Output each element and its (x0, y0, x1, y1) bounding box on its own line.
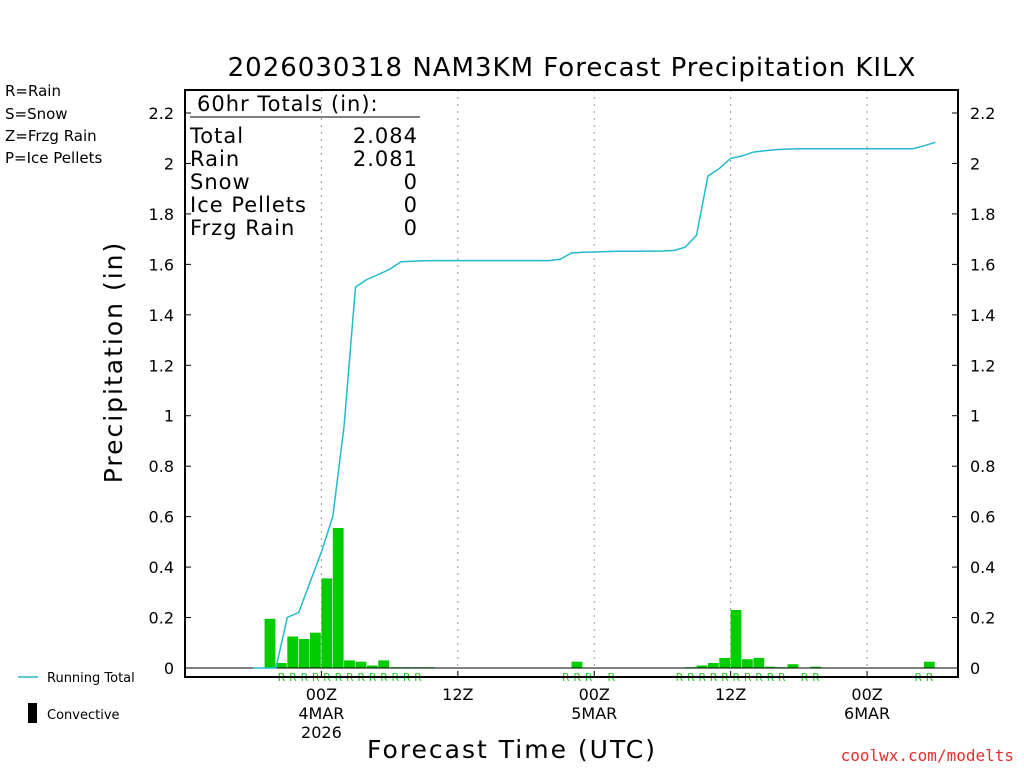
precip-bar (764, 666, 776, 668)
precip-bar (753, 657, 765, 668)
y-tick-label: 2 (164, 154, 174, 173)
chart-title: 2026030318 NAM3KM Forecast Precipitation… (228, 53, 917, 83)
precip-bar (332, 528, 344, 668)
convective-legend-label: Convective (47, 708, 120, 723)
x-tick-label: 00Z (306, 685, 337, 704)
totals-rain-value: 2.081 (353, 147, 418, 171)
hourly-precip-bars (264, 528, 935, 669)
y-tick-label-right: 1.8 (970, 205, 995, 224)
totals-snow-label: Snow (190, 170, 251, 194)
precip-bar (321, 578, 333, 668)
precip-bar (344, 660, 355, 668)
legend-ice-pellets: P=Ice Pellets (5, 149, 102, 167)
x-tick-label: 2026 (301, 723, 342, 742)
y-tick-label-right: 1.4 (970, 306, 995, 325)
totals-header: 60hr Totals (in): (197, 92, 379, 116)
series-legend: Running Total Convective (18, 671, 135, 723)
precip-bar (264, 618, 276, 668)
x-tick-label: 6MAR (844, 704, 890, 723)
x-tick-label: 4MAR (298, 704, 344, 723)
totals-frzg-rain-label: Frzg Rain (190, 216, 295, 240)
y-tick-label-right: 2.2 (970, 104, 995, 123)
running-total-legend-label: Running Total (47, 671, 135, 686)
x-tick-label: 12Z (715, 685, 746, 704)
y-tick-label-right: 0.6 (970, 508, 995, 527)
totals-total-label: Total (189, 124, 244, 148)
x-tick-label: 00Z (579, 685, 610, 704)
x-tick-label: 12Z (442, 685, 473, 704)
precip-bar (719, 657, 731, 668)
y-tick-label: 1.4 (149, 306, 174, 325)
y-tick-label-right: 0 (970, 659, 980, 678)
totals-box: 60hr Totals (in): Total 2.084 Rain 2.081… (189, 92, 420, 240)
y-tick-label: 0 (164, 659, 174, 678)
precip-bar (310, 632, 321, 668)
y-tick-label-right: 2 (970, 154, 980, 173)
legend-rain: R=Rain (5, 82, 61, 100)
legend-snow: S=Snow (5, 105, 68, 123)
legend-freezing-rain: Z=Frzg Rain (5, 127, 97, 145)
y-tick-label: 1 (164, 407, 174, 426)
y-tick-label: 1.8 (149, 205, 174, 224)
y-tick-label-right: 0.8 (970, 457, 995, 476)
precip-bar (923, 661, 935, 668)
precip-bar (810, 666, 821, 668)
y-tick-label: 1.2 (149, 356, 174, 375)
totals-total-value: 2.084 (353, 124, 418, 148)
precip-bar (355, 661, 367, 668)
running-total-line (253, 141, 936, 669)
precip-bar (378, 660, 390, 668)
y-axis-ticks: 0 00.2 0.20.4 0.40.6 0.60.8 0.81 11.2 1.21.4 1.4… (149, 104, 996, 678)
y-tick-label-right: 0.2 (970, 609, 995, 628)
precip-bar (742, 659, 753, 668)
totals-ice-pellets-value: 0 (404, 193, 418, 217)
y-tick-label-right: 1.2 (970, 356, 995, 375)
y-axis-label: Precipitation (in) (99, 241, 128, 484)
y-tick-label: 0.8 (149, 457, 174, 476)
y-tick-label-right: 1.6 (970, 255, 995, 274)
y-tick-label: 0.2 (149, 609, 174, 628)
totals-ice-pellets-label: Ice Pellets (190, 193, 307, 217)
precip-bar (707, 663, 719, 668)
totals-rain-label: Rain (190, 147, 240, 171)
totals-snow-value: 0 (404, 170, 418, 194)
y-tick-label: 0.6 (149, 508, 174, 527)
precip-bar (287, 636, 299, 668)
plot-frame (184, 89, 959, 678)
site-credit: coolwx.com/modelts (841, 746, 1014, 765)
precip-bar (571, 661, 583, 668)
y-tick-label: 0.4 (149, 558, 174, 577)
precip-bar (787, 664, 799, 668)
precip-type-legend: R=Rain S=Snow Z=Frzg Rain P=Ice Pellets (5, 82, 102, 167)
y-tick-label-right: 1 (970, 407, 980, 426)
precip-bar (275, 663, 287, 668)
convective-legend-swatch (28, 703, 37, 723)
y-tick-label: 1.6 (149, 255, 174, 274)
precip-bar (298, 639, 310, 668)
x-axis-label: Forecast Time (UTC) (367, 735, 657, 764)
totals-frzg-rain-value: 0 (404, 216, 418, 240)
precip-bar (730, 610, 742, 668)
x-tick-label: 00Z (851, 685, 882, 704)
y-tick-label: 2.2 (149, 104, 174, 123)
precip-bar (366, 665, 378, 668)
x-tick-label: 5MAR (571, 704, 617, 723)
precip-bar (696, 665, 708, 668)
y-tick-label-right: 0.4 (970, 558, 995, 577)
